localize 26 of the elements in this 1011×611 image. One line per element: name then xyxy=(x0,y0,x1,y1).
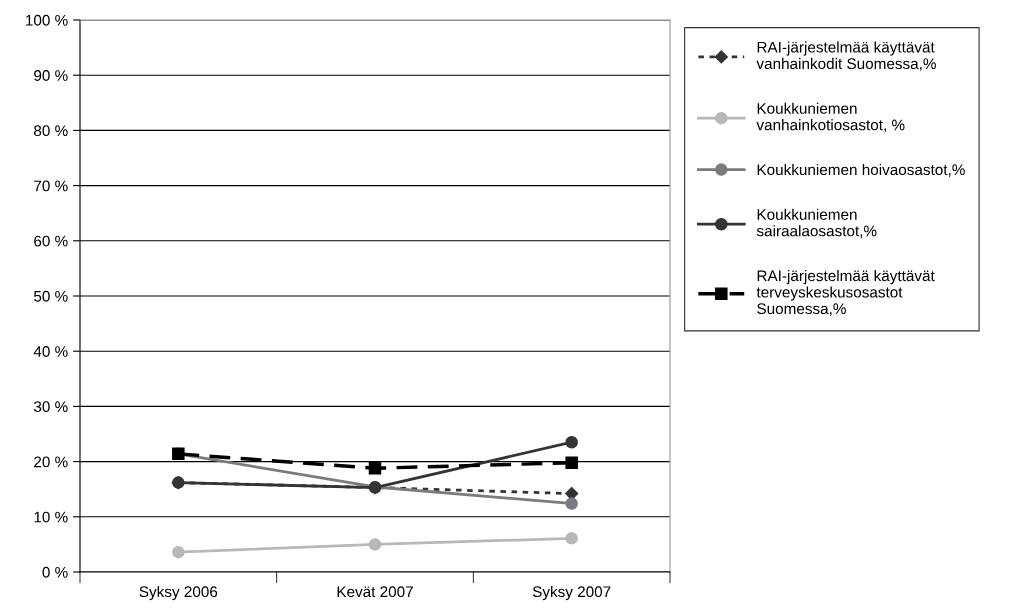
y-tick-label: 40 % xyxy=(33,346,68,357)
point xyxy=(368,461,382,475)
y-tick-label: 60 % xyxy=(34,235,68,247)
y-tick-label: 100 % xyxy=(26,14,68,26)
y-tick-label: 20 % xyxy=(34,456,68,468)
legend-label: Koukkuniemen hoivaosastot,% xyxy=(757,163,965,177)
y-tick-label: 80 % xyxy=(34,125,68,137)
point xyxy=(368,538,382,551)
x-tick-label: Syksy 2006 xyxy=(139,585,218,601)
legend-label: Koukkuniemen vanhainkotiosastot, % xyxy=(756,102,905,133)
point xyxy=(565,532,578,545)
y-tick-label: 70 % xyxy=(34,180,68,192)
legend-label: RAI-järjestelmää käyttävät terveyskeskusosastot Suomessa,% xyxy=(756,269,935,316)
point xyxy=(172,545,185,559)
x-tick-label: Kevät 2007 xyxy=(337,586,413,598)
x-tick-label: Syksy 2007 xyxy=(532,585,611,601)
y-tick-label: 10 % xyxy=(34,511,68,523)
point xyxy=(565,436,578,449)
y-tick-label: 30 % xyxy=(33,401,68,413)
y-tick-label: 50 % xyxy=(33,290,68,302)
point xyxy=(565,497,578,510)
y-tick-label: 90 % xyxy=(34,70,68,81)
legend-label: RAI-järjestelmää käyttävät vanhainkodit Suomessa,% xyxy=(756,41,936,71)
point xyxy=(565,456,578,469)
y-tick-label: 0 % xyxy=(42,566,68,578)
legend-label: Koukkuniemen sairaalaosastot,% xyxy=(756,208,877,239)
